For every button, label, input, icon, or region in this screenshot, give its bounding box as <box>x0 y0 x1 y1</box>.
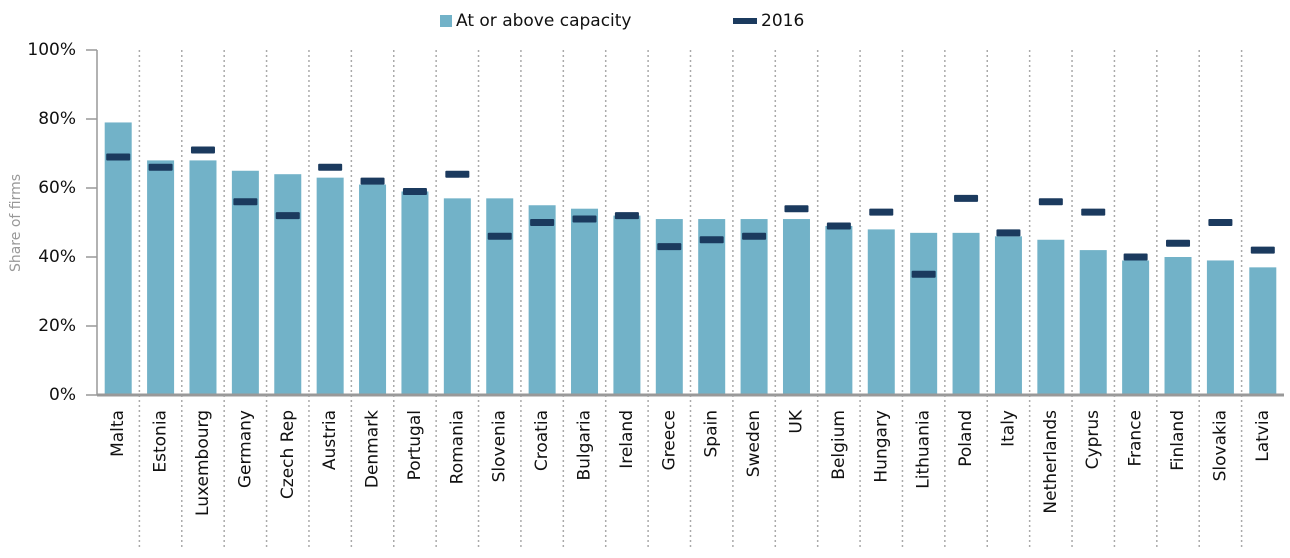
x-tick-label: France <box>1126 410 1146 467</box>
marker-2016 <box>869 208 894 216</box>
bar <box>910 232 938 395</box>
x-tick-label: Slovenia <box>490 410 510 482</box>
x-tick-label: Italy <box>998 410 1018 447</box>
x-tick-label: Portugal <box>405 410 425 480</box>
y-tick-label: 80% <box>38 109 76 129</box>
x-tick-label: Poland <box>956 410 976 467</box>
bar <box>613 215 641 395</box>
x-tick-label: Belgium <box>829 410 849 480</box>
bar <box>443 198 471 395</box>
bar <box>571 208 599 395</box>
x-tick-label: Finland <box>1168 410 1188 471</box>
x-tick-label: UK <box>786 409 806 433</box>
marker-2016 <box>614 212 639 220</box>
x-tick-label: Denmark <box>363 410 383 488</box>
marker-2016 <box>445 170 470 178</box>
marker-2016 <box>530 219 555 226</box>
marker-2016 <box>1038 198 1063 206</box>
marker-2016 <box>275 212 300 220</box>
x-tick-label: Hungary <box>871 410 891 483</box>
bar <box>486 198 514 395</box>
x-tick-label: Romania <box>447 410 467 484</box>
marker-2016 <box>402 187 427 195</box>
x-tick-label: Cyprus <box>1083 410 1103 469</box>
x-tick-label: Austria <box>320 410 340 470</box>
bar <box>825 225 853 395</box>
bar <box>147 160 175 395</box>
x-tick-label: Slovakia <box>1210 410 1230 481</box>
marker-2016 <box>190 146 215 154</box>
marker-2016 <box>996 229 1021 237</box>
bar <box>867 229 895 395</box>
x-tick-label: Ireland <box>617 410 637 469</box>
y-tick-label: 60% <box>38 178 76 198</box>
marker-2016 <box>360 177 385 185</box>
marker-2016 <box>742 232 767 240</box>
bar <box>740 219 768 395</box>
marker-2016 <box>699 236 724 244</box>
bar <box>104 122 132 395</box>
x-tick-label: Greece <box>659 410 679 471</box>
bar <box>994 236 1022 395</box>
bar <box>274 174 302 395</box>
y-tick-label: 40% <box>38 247 76 267</box>
marker-2016 <box>148 163 173 171</box>
marker-2016 <box>826 222 851 230</box>
bar <box>782 219 810 395</box>
bar <box>1164 257 1192 395</box>
x-tick-label: Estonia <box>151 410 171 473</box>
marker-2016 <box>911 270 936 278</box>
x-tick-label: Latvia <box>1253 410 1273 462</box>
marker-2016 <box>657 243 682 251</box>
marker-2016 <box>1166 239 1191 247</box>
legend-label: 2016 <box>761 11 804 31</box>
x-tick-label: Croatia <box>532 410 552 471</box>
x-tick-label: Germany <box>235 410 255 488</box>
bar <box>401 191 429 395</box>
x-tick-label: Sweden <box>744 410 764 477</box>
x-tick-label: Spain <box>702 410 722 458</box>
marker-2016 <box>106 153 131 161</box>
y-tick-label: 0% <box>49 385 76 405</box>
legend-label: At or above capacity <box>456 11 632 31</box>
bar <box>1206 260 1234 395</box>
legend-swatch <box>733 18 757 24</box>
bar <box>189 160 217 395</box>
marker-2016 <box>1123 253 1148 261</box>
y-tick-label: 100% <box>27 40 76 60</box>
bar <box>316 177 344 395</box>
marker-2016 <box>1250 246 1275 254</box>
x-tick-label: Netherlands <box>1041 410 1061 514</box>
bar <box>231 170 259 395</box>
marker-2016 <box>233 198 258 206</box>
bar <box>1249 267 1277 395</box>
marker-2016 <box>1208 219 1233 226</box>
marker-2016 <box>1081 208 1106 216</box>
bar <box>359 184 387 395</box>
marker-2016 <box>318 163 343 171</box>
bar <box>1122 260 1150 395</box>
bar <box>1079 250 1107 395</box>
marker-2016 <box>784 205 809 213</box>
x-tick-label: Luxembourg <box>193 410 213 516</box>
x-tick-label: Czech Rep <box>278 410 298 499</box>
x-tick-label: Lithuania <box>914 410 934 489</box>
bar <box>952 232 980 395</box>
marker-2016 <box>954 194 979 202</box>
x-tick-label: Malta <box>108 410 128 457</box>
bar <box>528 205 556 395</box>
x-tick-label: Bulgaria <box>575 410 595 481</box>
marker-2016 <box>572 215 597 223</box>
legend-swatch <box>440 15 452 27</box>
bar <box>698 219 726 395</box>
bar <box>1037 239 1065 395</box>
y-axis-label: Share of firms <box>8 174 24 272</box>
y-tick-label: 20% <box>38 316 76 336</box>
marker-2016 <box>487 232 512 240</box>
